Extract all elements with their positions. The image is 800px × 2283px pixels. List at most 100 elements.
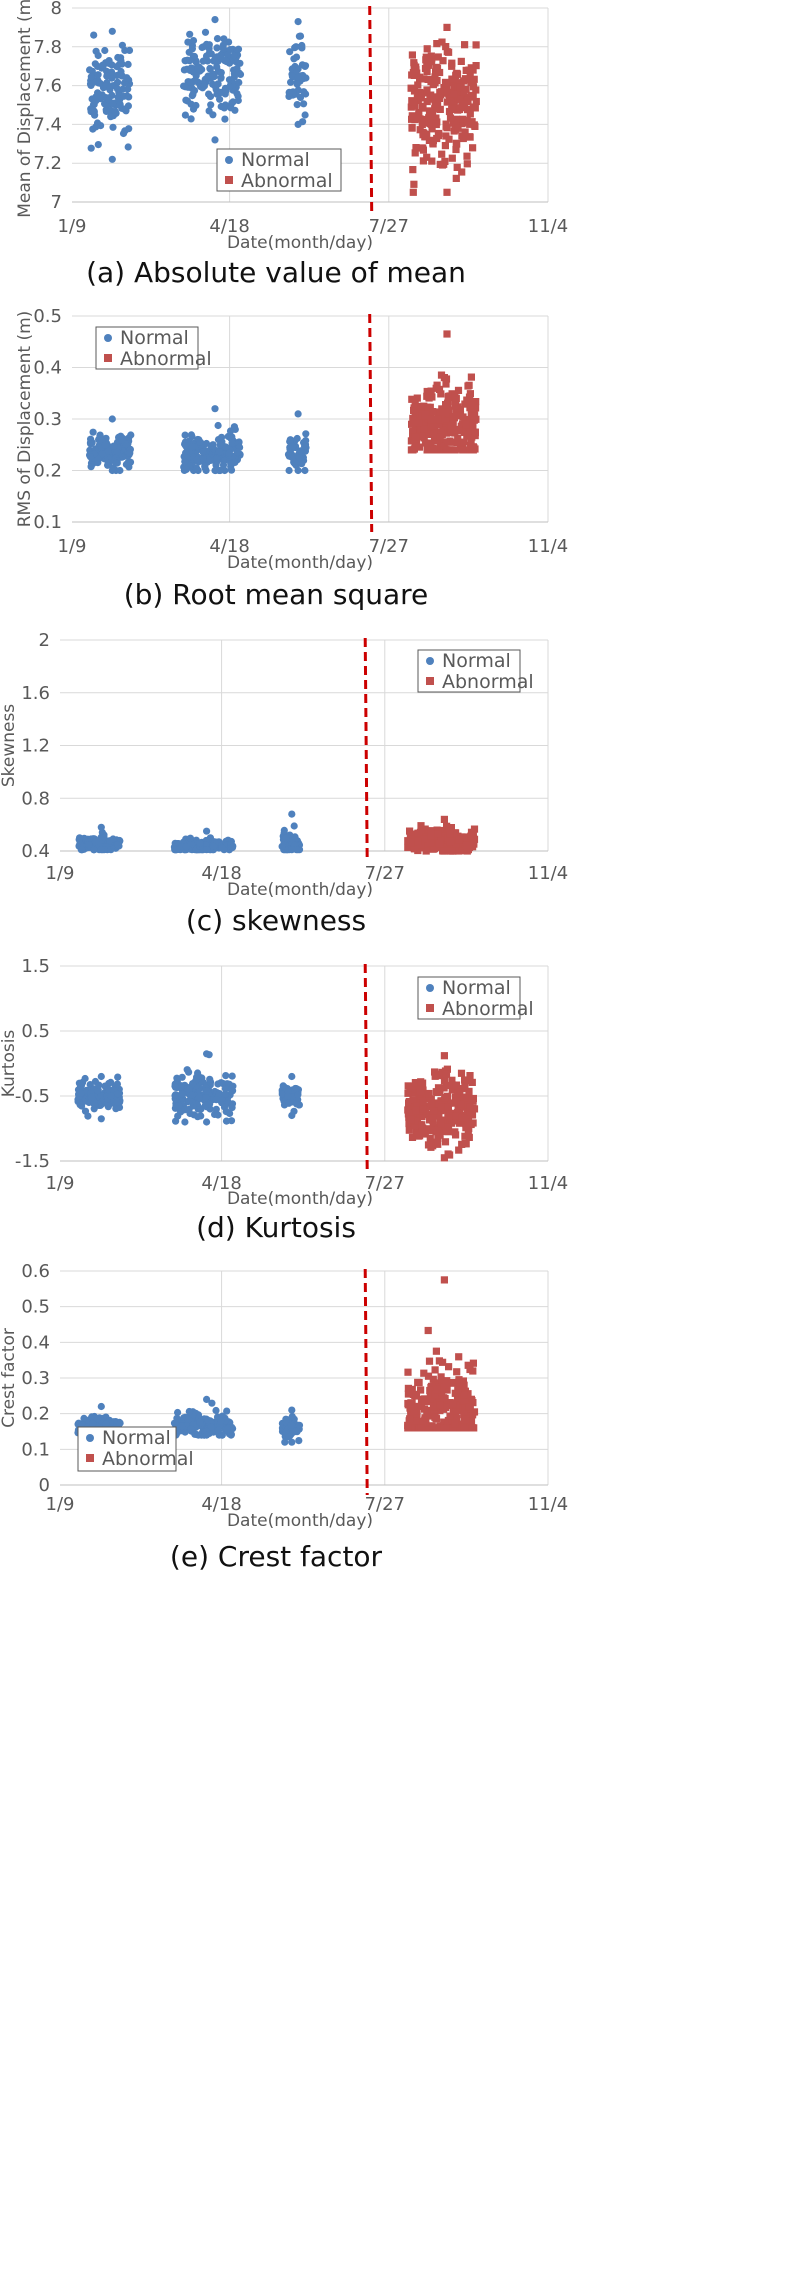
data-point <box>442 375 451 383</box>
data-point <box>455 1146 463 1154</box>
data-point <box>409 166 417 174</box>
data-point <box>419 144 427 152</box>
data-point <box>433 40 441 48</box>
data-point <box>404 1110 412 1118</box>
data-point <box>420 75 428 83</box>
data-point <box>412 1412 420 1420</box>
legend-marker-abnormal <box>104 354 112 362</box>
data-point <box>427 91 435 99</box>
data-point <box>203 1050 211 1058</box>
data-point <box>293 80 301 88</box>
legend-label-normal: Normal <box>442 977 511 999</box>
data-point <box>435 420 443 429</box>
data-point <box>442 1123 451 1131</box>
data-point <box>208 1399 216 1407</box>
legend-label-normal: Normal <box>442 650 511 672</box>
data-point <box>465 1133 473 1141</box>
data-point <box>462 1424 470 1432</box>
data-point <box>431 1072 439 1080</box>
data-point <box>189 1080 197 1088</box>
data-point <box>436 1401 444 1409</box>
divider-line <box>368 313 374 533</box>
data-point <box>202 1094 210 1102</box>
data-point <box>186 1109 194 1118</box>
data-point <box>410 845 419 853</box>
panel-d: -1.5 -0.5 0.5 1.5 1/9 4/18 7/27 11/4 Date(month/… <box>0 956 568 1244</box>
data-point <box>94 79 103 87</box>
data-point <box>94 1086 102 1095</box>
data-point <box>440 815 448 823</box>
data-point <box>114 841 122 849</box>
data-point <box>108 155 116 163</box>
data-point <box>282 834 290 842</box>
data-point <box>201 1102 209 1110</box>
divider-line <box>368 5 374 213</box>
data-point <box>425 1357 434 1365</box>
data-point <box>448 62 456 70</box>
data-point <box>470 416 478 424</box>
data-point <box>411 149 419 157</box>
data-point <box>443 1386 451 1394</box>
data-point <box>279 1082 287 1090</box>
data-point <box>278 842 286 851</box>
data-point <box>225 449 233 457</box>
data-point <box>97 1402 105 1411</box>
series-normal <box>75 810 304 854</box>
data-point <box>87 144 95 152</box>
data-point <box>415 443 423 451</box>
data-point <box>412 1106 420 1114</box>
legend-marker-normal <box>104 334 112 342</box>
data-point <box>448 1076 456 1084</box>
x-tick-label: 1/9 <box>58 216 87 237</box>
data-point <box>300 100 308 108</box>
panel-a: 7 7.2 7.4 7.6 7.8 8 1/9 4/18 7/27 11/4 Date(month/… <box>15 0 568 289</box>
data-point <box>430 1126 438 1134</box>
legend-label-abnormal: Abnormal <box>241 170 333 192</box>
data-point <box>441 78 450 86</box>
data-point <box>453 438 461 447</box>
data-point <box>423 97 431 106</box>
data-point <box>472 41 480 49</box>
y-tick-label: 7 <box>51 192 62 213</box>
data-point <box>409 446 417 454</box>
data-point <box>436 105 444 113</box>
data-point <box>97 846 105 854</box>
data-point <box>461 100 469 108</box>
data-point <box>419 104 427 112</box>
data-point <box>466 120 474 128</box>
data-point <box>406 1084 414 1092</box>
data-point <box>413 394 421 402</box>
data-point <box>186 78 195 86</box>
data-point <box>108 415 116 423</box>
y-tick-label: 0.4 <box>21 1332 50 1353</box>
data-point <box>407 103 415 111</box>
data-point <box>415 412 424 420</box>
data-point <box>453 115 461 123</box>
series-abnormal <box>407 23 480 196</box>
data-point <box>214 1111 222 1119</box>
data-point <box>295 1101 303 1109</box>
data-point <box>174 1112 182 1120</box>
data-point <box>227 104 235 112</box>
data-point <box>112 459 120 467</box>
data-point <box>292 1085 300 1093</box>
legend-marker-abnormal <box>426 677 434 685</box>
data-point <box>453 1368 461 1376</box>
data-point <box>437 429 445 437</box>
data-point <box>417 841 425 849</box>
series-normal <box>86 16 310 163</box>
data-point <box>414 829 422 837</box>
data-point <box>415 1379 423 1387</box>
data-point <box>465 1087 473 1095</box>
data-point <box>437 390 445 398</box>
data-point <box>214 80 222 88</box>
data-point <box>113 448 121 456</box>
data-point <box>421 412 429 420</box>
data-point <box>97 1072 105 1081</box>
data-point <box>417 1386 425 1394</box>
data-point <box>461 75 470 83</box>
data-point <box>89 106 97 114</box>
data-point <box>216 441 224 449</box>
data-point <box>471 412 479 420</box>
